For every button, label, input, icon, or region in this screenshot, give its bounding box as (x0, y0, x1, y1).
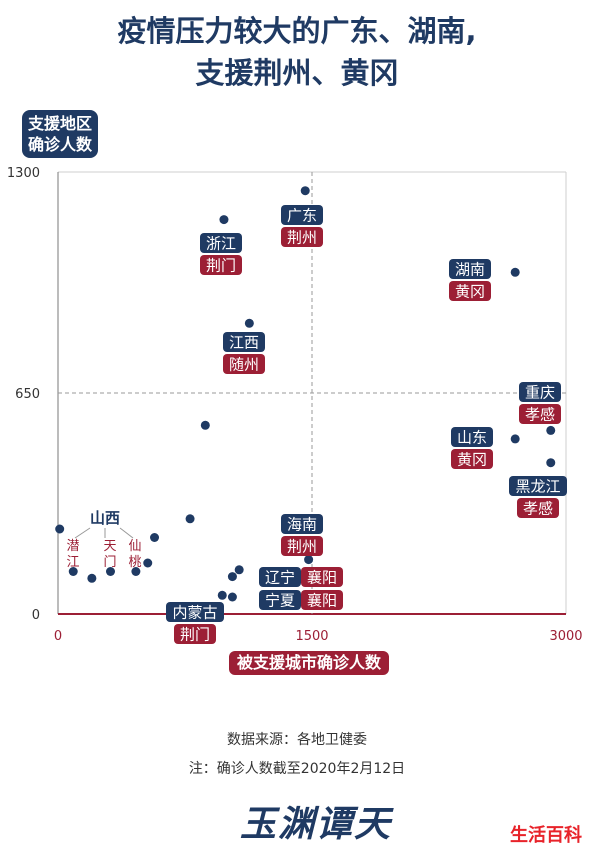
from-label-bg (281, 205, 323, 225)
from-label-bg (451, 427, 493, 447)
y-tick-label: 0 (32, 608, 40, 623)
to-label: 襄阳 (307, 569, 337, 587)
shanxi-connector (74, 527, 91, 539)
to-label-bg (301, 590, 343, 610)
data-point (200, 420, 210, 430)
y-tick-label: 1300 (7, 166, 40, 181)
data-point (150, 533, 160, 542)
y-tick-label: 650 (15, 387, 40, 402)
from-label: 湖南 (455, 261, 485, 279)
from-label: 重庆 (525, 384, 555, 402)
y-axis-label-line-2: 确诊人数 (28, 135, 93, 154)
from-label-bg (259, 567, 301, 587)
data-point (546, 458, 556, 468)
to-label-bg (200, 255, 242, 275)
title-line-2: 支援荆州、黄冈 (195, 56, 399, 90)
from-label-bg (259, 590, 301, 610)
data-point (234, 565, 244, 575)
from-label-bg (519, 382, 561, 402)
data-point (244, 318, 254, 328)
from-label: 山东 (457, 429, 487, 447)
data-point (227, 572, 237, 582)
to-label-bg (449, 281, 491, 301)
to-label: 黄冈 (455, 283, 485, 301)
from-label: 宁夏 (265, 592, 295, 610)
to-label-bg (517, 498, 559, 518)
from-label-bg (166, 602, 224, 622)
shanxi-target-char: 门 (103, 555, 116, 570)
from-label: 内蒙古 (172, 604, 217, 622)
to-label: 襄阳 (307, 592, 337, 610)
brand-logo: 玉渊谭天 (240, 803, 393, 845)
data-point (546, 425, 556, 435)
data-point (510, 434, 520, 444)
to-label-bg (281, 227, 323, 247)
from-label: 广东 (287, 207, 317, 225)
data-point (68, 567, 78, 576)
from-label: 辽宁 (265, 569, 295, 587)
data-note: 注：确诊人数截至2020年2月12日 (188, 761, 406, 777)
data-point (143, 558, 153, 568)
x-tick-label: 3000 (549, 629, 582, 644)
x-axis-label: 被支援城市确诊人数 (229, 651, 390, 675)
to-label: 黄冈 (457, 451, 487, 469)
to-label: 荆州 (287, 538, 317, 556)
shanxi-target-char: 潜 (66, 539, 79, 554)
title-line-1: 疫情压力较大的广东、湖南, (117, 14, 477, 48)
to-label-bg (301, 567, 343, 587)
data-point (131, 567, 141, 576)
shanxi-target-char: 仙 (128, 539, 141, 554)
data-point (105, 567, 115, 576)
shanxi-label: 山西 (90, 509, 120, 527)
from-label-bg (449, 259, 491, 279)
shanxi-connector (119, 527, 134, 539)
y-axis-label: 支援地区 确诊人数 (22, 110, 99, 158)
data-point (227, 592, 237, 602)
to-label-bg (451, 449, 493, 469)
from-label-bg (223, 332, 265, 352)
from-label: 海南 (287, 516, 317, 534)
x-tick-label: 1500 (295, 629, 328, 644)
x-tick-label: 0 (54, 629, 62, 644)
y-axis-label-line-1: 支援地区 (28, 114, 93, 133)
to-label: 孝感 (525, 406, 555, 424)
to-label-bg (519, 404, 561, 424)
from-label-bg (200, 233, 242, 253)
to-label: 荆州 (287, 229, 317, 247)
data-point (87, 573, 97, 583)
data-point (304, 555, 314, 565)
shanxi-target-char: 江 (66, 555, 79, 570)
chart-title: 疫情压力较大的广东、湖南, 支援荆州、黄冈 (0, 10, 594, 94)
to-label: 荆门 (180, 626, 210, 644)
to-label-bg (174, 624, 216, 644)
from-label-bg (281, 514, 323, 534)
to-label: 荆门 (206, 257, 236, 275)
from-label-bg (509, 476, 567, 496)
data-point (219, 215, 229, 225)
from-label: 浙江 (206, 235, 236, 253)
data-source: 数据来源：各地卫健委 (227, 732, 367, 748)
to-label-bg (281, 536, 323, 556)
data-point (300, 186, 310, 196)
from-label: 黑龙江 (515, 478, 560, 496)
data-point (55, 524, 65, 534)
shanxi-target-char: 天 (103, 539, 116, 554)
shanxi-target-char: 桃 (128, 555, 141, 570)
to-label: 随州 (229, 356, 259, 374)
to-label-bg (223, 354, 265, 374)
to-label: 孝感 (523, 500, 553, 518)
data-point (510, 267, 520, 277)
data-point (217, 590, 227, 600)
from-label: 江西 (229, 334, 259, 352)
watermark: 生活百科 (510, 825, 582, 846)
data-point (185, 514, 195, 524)
